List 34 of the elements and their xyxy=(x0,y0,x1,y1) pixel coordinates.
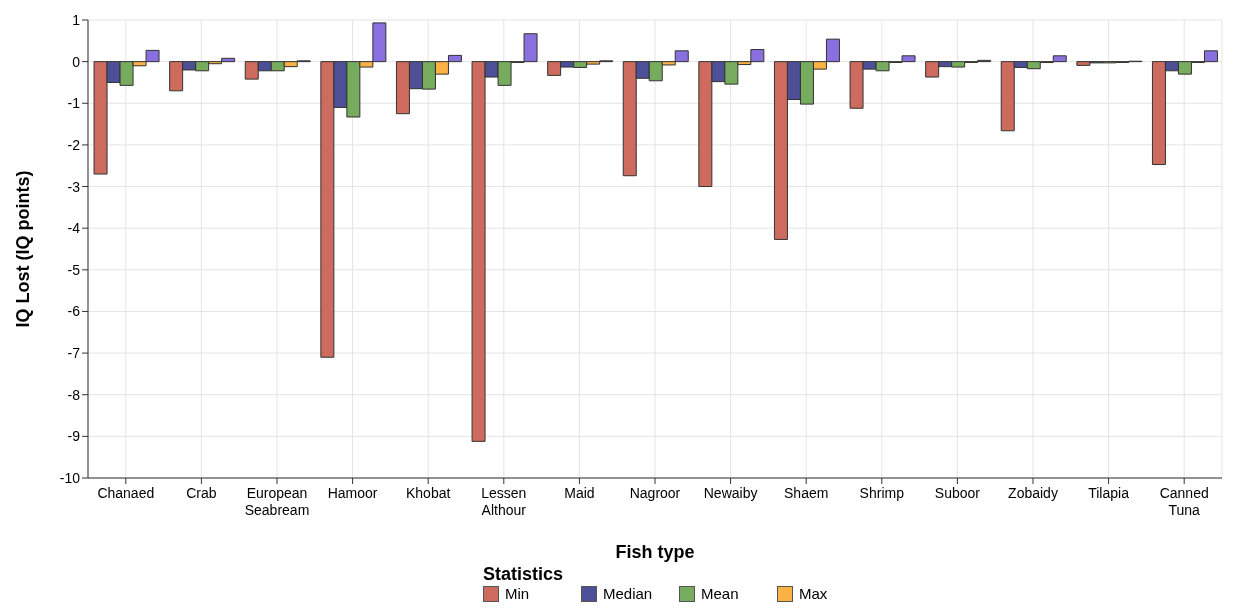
y-tick-label: -3 xyxy=(67,178,81,195)
y-tick-label: -4 xyxy=(67,220,81,237)
x-tick-label: Newaiby xyxy=(703,485,758,501)
legend-title: Statistics xyxy=(483,564,565,585)
x-tick-label: Zobaidy xyxy=(1008,485,1058,501)
x-tick-label: Hamoor xyxy=(327,485,378,501)
y-tick-label: -5 xyxy=(67,261,81,278)
y-tick-label: -10 xyxy=(59,469,81,486)
y-tick-label: -2 xyxy=(67,136,81,153)
legend-label: Max xyxy=(799,585,828,602)
x-tick-label: Maid xyxy=(564,485,595,501)
y-tick-label: -1 xyxy=(67,95,81,112)
y-tick-label: 1 xyxy=(72,11,81,28)
x-tick-label: Lessen Althour xyxy=(481,485,527,518)
x-tick-label: Suboor xyxy=(934,485,981,501)
x-tick-label: Nagroor xyxy=(629,485,681,501)
x-tick-label: Crab xyxy=(186,485,217,501)
y-tick-label: -8 xyxy=(67,386,81,403)
x-tick-label: Chanaed xyxy=(97,485,155,501)
x-tick-label: Shrimp xyxy=(859,485,905,501)
x-tick-label: Khobat xyxy=(406,485,451,501)
x-tick-label: Shaem xyxy=(784,485,829,501)
y-tick-label: 0 xyxy=(72,53,81,70)
y-tick-label: -7 xyxy=(67,345,81,362)
y-tick-label: -6 xyxy=(67,303,81,320)
legend-label: Mean xyxy=(701,585,739,602)
x-axis-title: Fish type xyxy=(615,542,695,562)
x-tick-label: Canned Tuna xyxy=(1159,485,1209,518)
x-tick-label: European Seabream xyxy=(244,485,310,518)
legend-label: Min xyxy=(505,585,530,602)
y-tick-label: -9 xyxy=(67,428,81,445)
legend-label: Median xyxy=(603,585,653,602)
y-axis-title: IQ Lost (IQ points) xyxy=(13,170,34,328)
x-tick-label: Tilapia xyxy=(1088,485,1130,501)
